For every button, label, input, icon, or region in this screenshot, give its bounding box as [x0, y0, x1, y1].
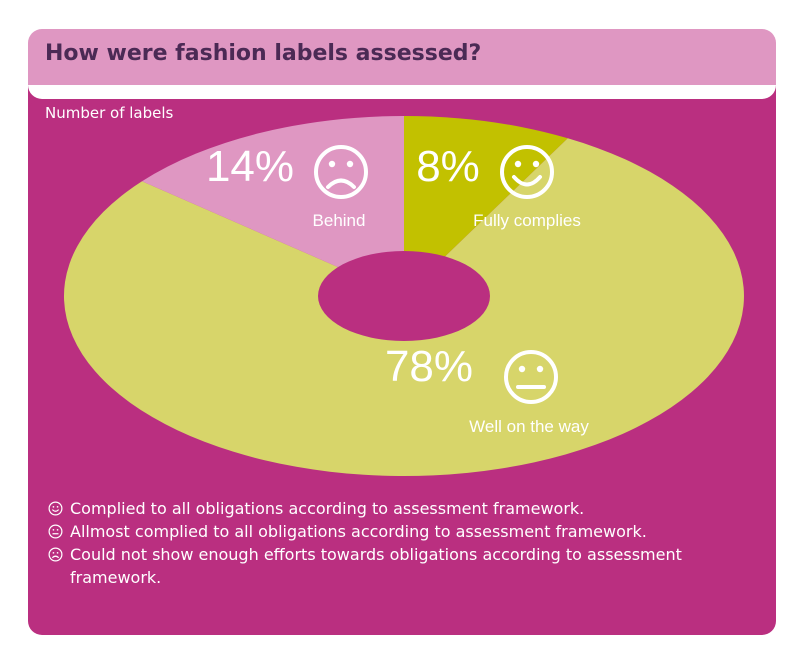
- data-label-category: Fully complies: [473, 211, 581, 230]
- legend-item-well-on-the-way: Allmost complied to all obligations acco…: [48, 520, 768, 543]
- donut-hole: [318, 251, 490, 341]
- pie-slice-behind: [142, 116, 404, 296]
- unit-label: Number of labels: [45, 104, 174, 122]
- neutral-face-icon: [48, 524, 63, 539]
- legend: Complied to all obligations according to…: [48, 497, 768, 589]
- chart-header: How were fashion labels assessed?: [28, 29, 776, 85]
- smiley-icon: [500, 145, 554, 199]
- data-label-category: Behind: [313, 211, 366, 230]
- legend-text: Complied to all obligations according to…: [70, 499, 585, 518]
- data-label-value: 8%: [416, 142, 480, 191]
- legend-text: Allmost complied to all obligations acco…: [70, 522, 647, 541]
- legend-item-fully-complies: Complied to all obligations according to…: [48, 497, 768, 520]
- legend-text: Could not show enough efforts towards ob…: [70, 545, 682, 587]
- legend-item-behind: Could not show enough efforts towards ob…: [48, 543, 768, 589]
- frown-icon: [314, 145, 368, 199]
- data-label-value: 78%: [385, 342, 473, 391]
- chart-title: How were fashion labels assessed?: [45, 41, 482, 66]
- frown-icon: [48, 547, 63, 562]
- pie-slice-fully-complies: [404, 116, 568, 296]
- neutral-face-icon: [504, 350, 558, 404]
- smiley-icon: [48, 501, 63, 516]
- data-label-category: Well on the way: [469, 417, 589, 436]
- data-label-value: 14%: [206, 142, 294, 191]
